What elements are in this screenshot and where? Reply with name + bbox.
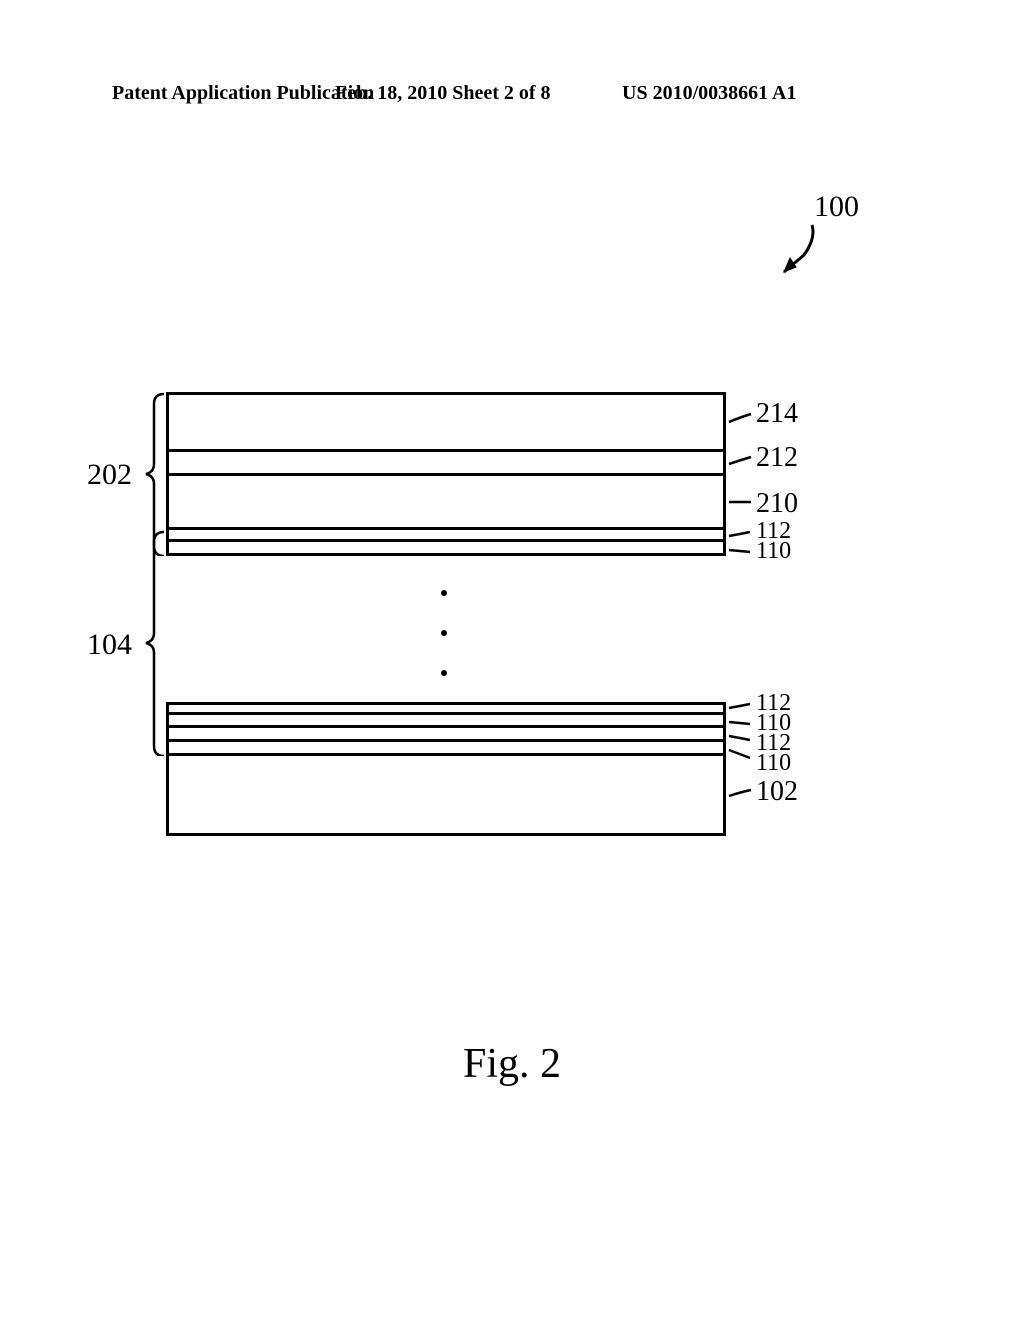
continuation-dot	[441, 630, 447, 636]
page-header: Patent Application Publication Feb. 18, …	[0, 82, 1024, 105]
leader-arrow-icon	[774, 220, 814, 270]
layer-110-top	[166, 542, 726, 556]
figure-caption: Fig. 2	[0, 1040, 1024, 1088]
continuation-dot	[441, 590, 447, 596]
layer-110-bot	[166, 742, 726, 756]
bracket-104-icon	[140, 530, 168, 756]
label-214: 214	[756, 400, 798, 428]
layer-214	[166, 392, 726, 452]
label-212: 212	[756, 444, 798, 472]
label-110-top: 110	[756, 541, 791, 561]
label-202: 202	[87, 458, 132, 492]
reference-numeral-main: 100	[814, 190, 859, 224]
header-date-sheet: Feb. 18, 2010 Sheet 2 of 8	[335, 82, 551, 105]
layer-112-bot	[166, 728, 726, 742]
layer-102	[166, 756, 726, 836]
label-104: 104	[87, 628, 132, 662]
layer-210	[166, 476, 726, 530]
header-publication-number: US 2010/0038661 A1	[622, 82, 796, 105]
label-210: 210	[756, 490, 798, 518]
label-110-bot: 110	[756, 753, 791, 773]
layer-212	[166, 452, 726, 476]
label-102: 102	[756, 778, 798, 806]
continuation-dot	[441, 670, 447, 676]
layer-112-top	[166, 530, 726, 542]
layer-stack-diagram	[166, 392, 726, 836]
layer-110-mid	[166, 715, 726, 728]
layer-112-mid	[166, 702, 726, 715]
